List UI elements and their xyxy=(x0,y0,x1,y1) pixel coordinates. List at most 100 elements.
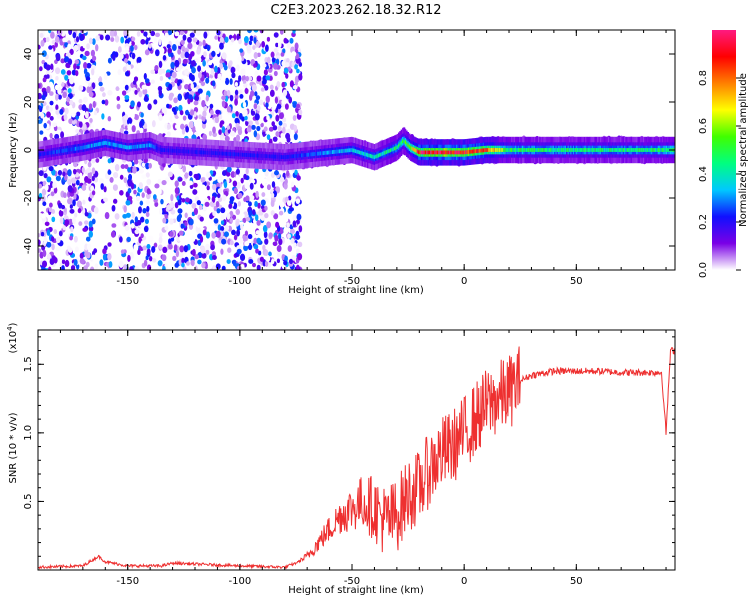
spectrogram-cell xyxy=(88,230,93,238)
spectrogram-cell xyxy=(184,212,188,219)
spectrogram-cell xyxy=(223,231,229,238)
spectrogram-cell xyxy=(262,131,266,137)
spectrogram-cell xyxy=(288,96,293,104)
spectrogram-cell xyxy=(139,49,144,57)
spectrogram-cell xyxy=(130,44,134,52)
spectrogram-cell xyxy=(266,134,271,140)
spectrogram-cell xyxy=(254,113,260,121)
spectrogram-cell xyxy=(253,130,258,138)
spectrogram-cell xyxy=(273,63,279,70)
spectrogram-cell xyxy=(148,162,152,169)
spectrogram-cell xyxy=(48,266,52,270)
spectrogram-cell xyxy=(151,120,156,128)
spectrogram-cell xyxy=(289,37,294,44)
spectrogram-cell xyxy=(269,84,274,90)
spectrogram-cell xyxy=(187,42,193,50)
spectrogram-cell xyxy=(91,190,96,196)
spectrogram-cell xyxy=(194,173,200,181)
spectrogram-cell xyxy=(145,200,150,205)
spectrogram-cell xyxy=(78,85,84,92)
spectrogram-cell xyxy=(91,175,95,182)
spectrogram-cell xyxy=(69,48,74,55)
spectrogram-cell xyxy=(221,238,227,245)
spectrogram-cell xyxy=(200,81,206,87)
spectrogram-cell xyxy=(152,215,157,221)
spectrogram-cell xyxy=(256,75,262,82)
spectrogram-cell xyxy=(174,187,179,195)
spectrogram-cell xyxy=(202,133,208,141)
spectrogram-cell xyxy=(125,200,131,206)
spectrogram-cell xyxy=(202,110,207,118)
spectrogram-cell xyxy=(136,31,141,37)
spectrogram-cell xyxy=(219,42,224,50)
spectrogram-cell xyxy=(158,39,162,46)
spectrogram-cell xyxy=(69,208,75,214)
spectrogram-cell xyxy=(212,211,216,217)
spectrogram-cell xyxy=(119,127,124,134)
spectrogram-cell xyxy=(281,60,286,67)
spectrogram-cell xyxy=(69,235,73,241)
spectrogram-cell xyxy=(49,202,53,208)
spectrogram-cell xyxy=(139,200,144,206)
spectrogram-cell xyxy=(285,132,291,140)
spectrogram-cell xyxy=(202,39,206,47)
spectrogram-cell xyxy=(127,195,133,201)
spectrogram-cell xyxy=(249,182,254,190)
spectrogram-cell xyxy=(109,30,115,37)
spectrogram-cell xyxy=(287,245,293,252)
spectrogram-cell xyxy=(85,236,91,242)
spectrogram-cell xyxy=(201,99,206,108)
spectrogram-cell xyxy=(73,80,79,88)
spectrogram-cell xyxy=(72,199,76,207)
spectrogram-cell xyxy=(94,176,99,183)
spectrogram-cell xyxy=(86,178,92,184)
spectrogram-cell xyxy=(238,236,244,244)
spectrogram-cell xyxy=(153,242,158,248)
spectrogram-cell xyxy=(83,62,88,69)
spectrogram-cell xyxy=(161,179,167,186)
spectrogram-cell xyxy=(127,166,131,173)
spectrogram-cell xyxy=(289,258,294,265)
spectrogram-cell xyxy=(283,37,288,44)
spectrogram-cell xyxy=(236,181,241,189)
spectrogram-cell xyxy=(66,70,72,76)
spectrogram-cell xyxy=(273,70,278,77)
spectrogram-cell xyxy=(177,93,182,101)
spectrogram-cell xyxy=(76,111,81,117)
spectrogram-cell xyxy=(209,109,214,116)
spectrogram-cell xyxy=(49,100,54,106)
spectrogram-cell xyxy=(244,230,249,236)
spectrogram-cell xyxy=(164,213,169,219)
spectrogram-cell xyxy=(268,251,272,257)
spectrogram-cell xyxy=(277,232,282,240)
spectrogram-cell xyxy=(58,230,63,237)
spectrogram-cell xyxy=(230,171,236,178)
spectrogram-plot-area xyxy=(38,30,675,270)
spectrogram-cell xyxy=(264,205,268,211)
spectrogram-cell xyxy=(194,254,200,260)
spectrogram-cell xyxy=(270,199,275,208)
spectrogram-cell xyxy=(131,41,135,47)
spectrogram-cell xyxy=(177,48,182,55)
spectrogram-cell xyxy=(38,119,43,124)
spectrogram-cell xyxy=(234,89,239,96)
spectrogram-cell xyxy=(190,259,195,267)
spectrogram-cell xyxy=(288,195,292,201)
spectrogram-cell xyxy=(141,162,146,168)
spectrogram-cell xyxy=(166,123,171,130)
spectrogram-cell xyxy=(298,109,303,116)
spectrogram-cell xyxy=(181,257,185,264)
spectrogram-cell xyxy=(206,112,211,119)
spectrogram-cell xyxy=(146,188,151,195)
spectrogram-cell xyxy=(239,112,243,120)
spectrogram-cell xyxy=(119,174,124,180)
spectrogram-cell xyxy=(217,178,223,183)
spectrogram-cell xyxy=(183,47,189,53)
spectrogram-cell xyxy=(102,253,107,261)
spectrogram-cell xyxy=(278,210,284,216)
spectrogram-cell xyxy=(124,39,130,45)
spectrogram-cell xyxy=(266,36,271,42)
spectrogram-cell xyxy=(84,50,90,57)
spectrogram-cell xyxy=(277,108,281,114)
spectrogram-cell xyxy=(266,175,271,182)
